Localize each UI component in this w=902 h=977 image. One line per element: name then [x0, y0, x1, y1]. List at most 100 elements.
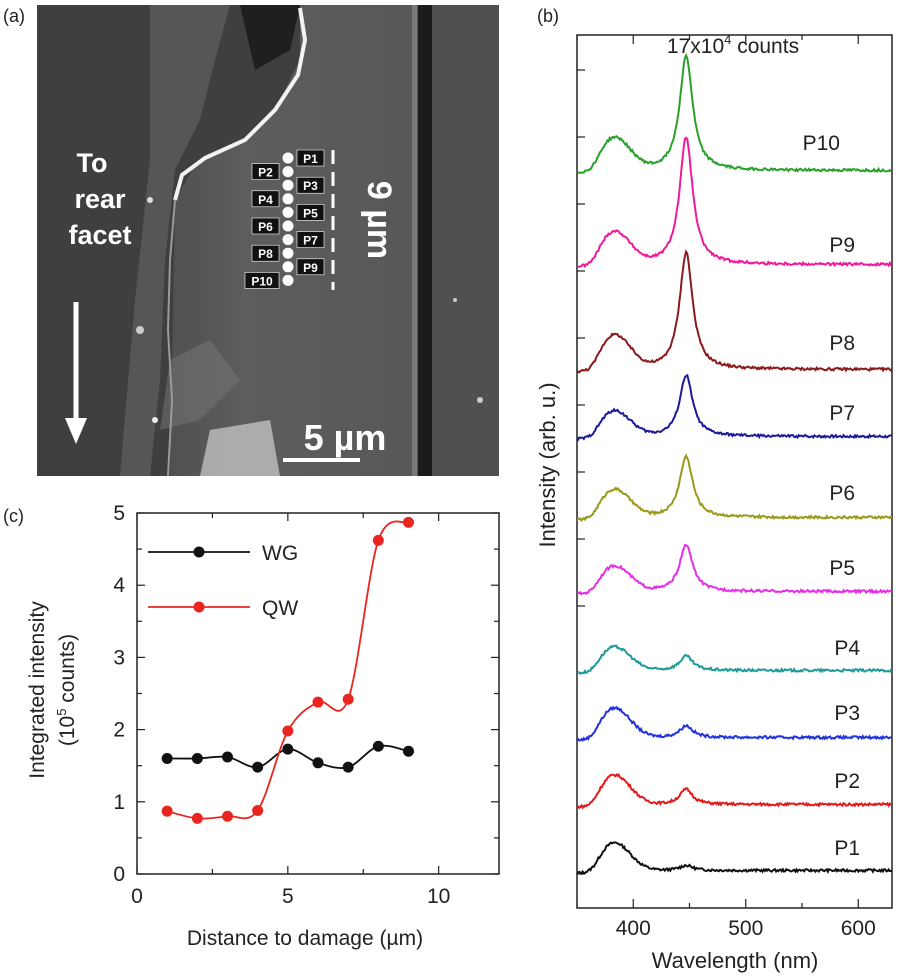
panel-b: (b) 400 500 600 P1 P2 P3 P4 P5 P6 P7 P8 P9 P10 17x1…: [535, 6, 893, 973]
series-point-qw: [403, 516, 414, 528]
x-tick-label: 600: [841, 917, 876, 940]
spectrum-label-p5: P5: [829, 557, 855, 580]
point-label-box: [251, 217, 280, 235]
series-point-qw: [191, 812, 203, 824]
point-label-box: [251, 244, 280, 262]
panel-c-ylabel-line2: (105 counts): [54, 634, 79, 746]
x-tick-label: 400: [616, 917, 651, 940]
x-tick-label: 500: [728, 917, 763, 940]
intensity-curves: [161, 516, 414, 824]
point-label: P4: [258, 193, 273, 207]
point-marker: [282, 193, 294, 205]
spectrum-label-p2: P2: [834, 770, 860, 793]
x-tick-label: 10: [427, 885, 450, 908]
legend-label-qw: QW: [262, 597, 298, 620]
point-label-box: [296, 231, 325, 248]
sem-image: [37, 5, 499, 476]
y-tick-label: 0: [113, 863, 125, 886]
point-label-box: [296, 149, 325, 167]
point-label-box: [296, 258, 325, 276]
panel-b-annotation: 17x104 counts: [667, 32, 799, 58]
series-point-wg: [282, 743, 294, 755]
series-point-wg: [252, 761, 264, 773]
spectrum-line-p2: [577, 772, 892, 810]
point-label: P5: [303, 206, 318, 220]
series-point-wg: [312, 757, 324, 769]
panel-a: (a) To rear facet: [3, 5, 499, 476]
series-point-qw: [222, 810, 233, 822]
series-point-qw: [372, 534, 384, 546]
vertical-scale-label: 9 µm: [360, 181, 398, 259]
spectrum-label-p6: P6: [829, 482, 855, 505]
spectrum-line-p4: [577, 644, 892, 675]
panel-c-ylabel-line1: Integrated intensity: [26, 601, 49, 779]
point-marker: [282, 152, 294, 164]
panel-b-ylabel: Intensity (arb. u.): [535, 382, 560, 547]
spectrum-line-p8: [577, 249, 892, 374]
point-label-box: [296, 176, 325, 194]
spectrum-line-p6: [577, 453, 892, 523]
point-label-box: [244, 272, 280, 289]
spectrum-line-p9: [577, 136, 892, 269]
spectrum-line-p7: [577, 373, 892, 442]
point-marker: [282, 179, 294, 191]
point-label: P9: [303, 261, 318, 275]
spectra-labels: P1 P2 P3 P4 P5 P6 P7 P8 P9 P10: [803, 132, 861, 860]
spectrum-line-p1: [577, 841, 892, 876]
y-tick-label: 4: [113, 574, 125, 597]
point-label: P3: [303, 179, 318, 193]
point-marker: [282, 234, 294, 246]
series-point-wg: [403, 745, 414, 757]
spectrum-label-p3: P3: [834, 702, 860, 725]
scale-bar-label: 5 µm: [304, 417, 387, 458]
y-tick-label: 1: [113, 791, 125, 814]
legend-label-wg: WG: [262, 542, 298, 565]
series-point-wg: [342, 761, 354, 773]
spectrum-label-p7: P7: [829, 402, 855, 425]
panel-c-ticks: 0 5 10 0 1 2 3 4 5: [113, 502, 499, 908]
down-arrow-icon: [65, 302, 87, 444]
spectrum-label-p10: P10: [803, 132, 840, 155]
series-point-wg: [222, 751, 233, 763]
spectrum-label-p9: P9: [829, 234, 855, 257]
arrow-text-line1: To: [77, 148, 108, 178]
panel-c-xlabel: Distance to damage (µm): [187, 927, 423, 950]
panel-c-legend: WG QW: [148, 542, 298, 620]
series-point-qw: [161, 805, 173, 817]
spectra-curves: [577, 52, 892, 876]
spectrum-line-p3: [577, 705, 892, 742]
x-tick-label: 0: [131, 885, 143, 908]
series-point-wg: [372, 740, 384, 752]
series-point-qw: [252, 804, 264, 816]
point-marker: [282, 274, 294, 286]
point-label: P6: [258, 220, 273, 234]
spectrum-label-p8: P8: [829, 332, 855, 355]
point-label: P10: [251, 274, 273, 288]
spectrum-line-p10: [577, 52, 892, 174]
legend-marker-qw: [193, 601, 205, 613]
y-tick-label: 5: [113, 502, 125, 525]
y-tick-label: 2: [113, 719, 125, 742]
panel-c-label: (c): [3, 506, 24, 526]
point-label: P1: [303, 152, 318, 166]
y-tick-label: 3: [113, 646, 125, 669]
spectrum-line-p5: [577, 543, 892, 596]
point-label-box: [296, 204, 325, 221]
measurement-points: P1 P2 P3 P4 P5 P6 P7 P8 P9 P10: [244, 149, 325, 289]
arrow-text-line3: facet: [68, 220, 131, 250]
panel-b-xlabel: Wavelength (nm): [652, 948, 819, 973]
series-point-qw: [342, 693, 354, 705]
point-marker: [282, 166, 294, 178]
series-point-qw: [312, 696, 324, 708]
point-label-box: [251, 190, 280, 208]
spectrum-label-p4: P4: [834, 637, 860, 660]
point-marker: [282, 247, 294, 259]
panel-c-frame: [136, 512, 500, 875]
point-label-box: [251, 163, 280, 180]
legend-marker-wg: [193, 546, 205, 558]
panel-a-label: (a): [3, 6, 25, 26]
point-label: P2: [258, 166, 273, 180]
spectrum-label-p1: P1: [834, 837, 860, 860]
series-point-wg: [191, 752, 203, 764]
